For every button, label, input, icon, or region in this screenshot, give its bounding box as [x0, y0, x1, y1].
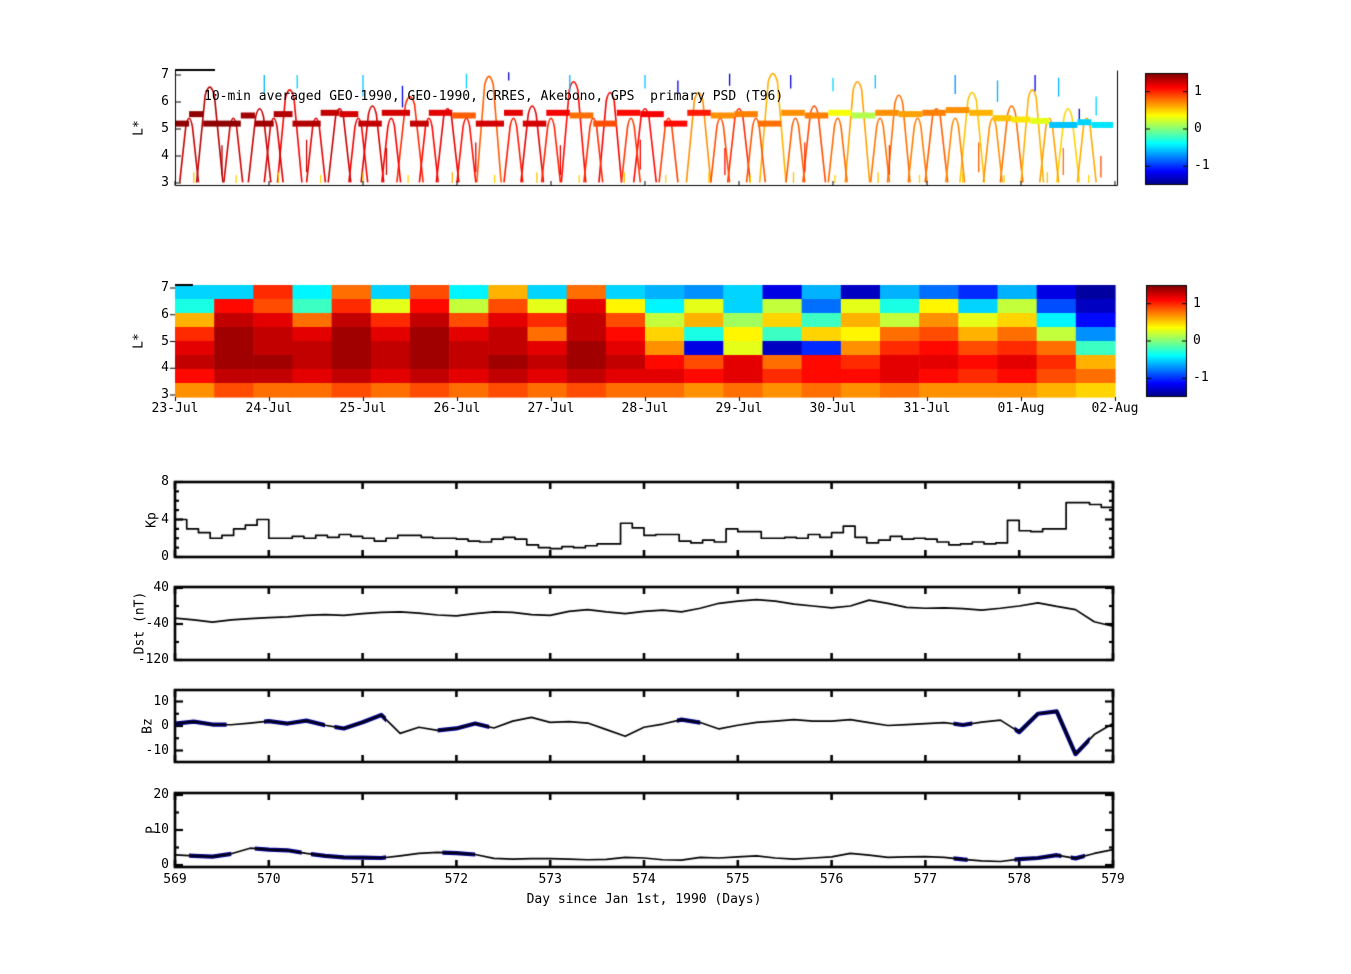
psd-heatmap-ytick-label: 5: [161, 333, 169, 349]
psd-scatter-ytick-label: 5: [161, 121, 169, 136]
kp-ytick-label: 4: [161, 511, 169, 527]
dst-ytick-label: -40: [145, 616, 169, 631]
date-tick-label: 30-Jul: [809, 401, 857, 416]
day-tick-label: 570: [257, 872, 281, 887]
date-tick-label: 27-Jul: [527, 401, 575, 416]
kp-ytick-label: 0: [161, 549, 169, 564]
bz-ytick-label: -10: [145, 742, 169, 758]
date-tick-label: 01-Aug: [997, 401, 1045, 416]
colorbar-psd-heatmap-tick-label: -1: [1193, 370, 1209, 386]
date-tick-label: 02-Aug: [1091, 401, 1139, 416]
psd-scatter-ytick-label: 6: [161, 94, 169, 109]
bz-ytick-label: 10: [153, 693, 169, 709]
date-tick-label: 24-Jul: [245, 401, 293, 416]
p-ytick-label: 0: [161, 857, 169, 872]
day-tick-label: 573: [538, 872, 562, 887]
date-tick-label: 26-Jul: [433, 401, 481, 416]
psd-heatmap-ytick-label: 6: [161, 306, 169, 322]
colorbar-psd-heatmap-tick-label: 1: [1193, 295, 1201, 311]
day-tick-label: 569: [163, 872, 187, 887]
day-tick-label: 572: [444, 872, 469, 887]
colorbar-psd-heatmap-tick-label: 0: [1193, 333, 1201, 348]
colorbar-psd-scatter-tick-label: -1: [1194, 158, 1210, 174]
date-tick-label: 23-Jul: [151, 401, 199, 416]
psd-heatmap-ytick-label: 3: [161, 387, 169, 402]
date-tick-label: 28-Jul: [621, 401, 669, 416]
psd-heatmap-ytick-label: 7: [161, 280, 169, 295]
bz-ytick-label: 0: [161, 718, 169, 733]
psd-heatmap-ytick-label: 4: [161, 360, 169, 376]
day-tick-label: 574: [632, 872, 656, 887]
day-tick-label: 577: [913, 872, 938, 887]
plot-title: 10-min averaged GEO-1990, GEO-1990, CRRE…: [204, 89, 784, 104]
day-tick-label: 578: [1007, 872, 1031, 887]
xaxis-label: Day since Jan 1st, 1990 (Days): [526, 892, 762, 907]
kp-ytick-label: 8: [161, 474, 169, 489]
day-tick-label: 576: [819, 872, 844, 887]
dst-ytick-label: 40: [153, 580, 169, 595]
psd-scatter-ytick-label: 3: [161, 175, 169, 190]
day-tick-label: 575: [726, 872, 750, 887]
date-tick-label: 29-Jul: [715, 401, 763, 416]
date-tick-label: 31-Jul: [903, 401, 951, 416]
day-tick-label: 579: [1101, 872, 1125, 887]
psd-scatter-ytick-label: 7: [161, 67, 169, 82]
p-ytick-label: 20: [153, 787, 169, 802]
date-tick-label: 25-Jul: [339, 401, 387, 416]
colorbar-psd-scatter-tick-label: 1: [1194, 83, 1202, 99]
dst-ytick-label: -120: [137, 652, 169, 667]
day-tick-label: 571: [350, 872, 375, 887]
p-ytick-label: 10: [153, 822, 169, 837]
psd-scatter-ytick-label: 4: [161, 148, 169, 163]
colorbar-psd-scatter-tick-label: 0: [1194, 121, 1202, 136]
